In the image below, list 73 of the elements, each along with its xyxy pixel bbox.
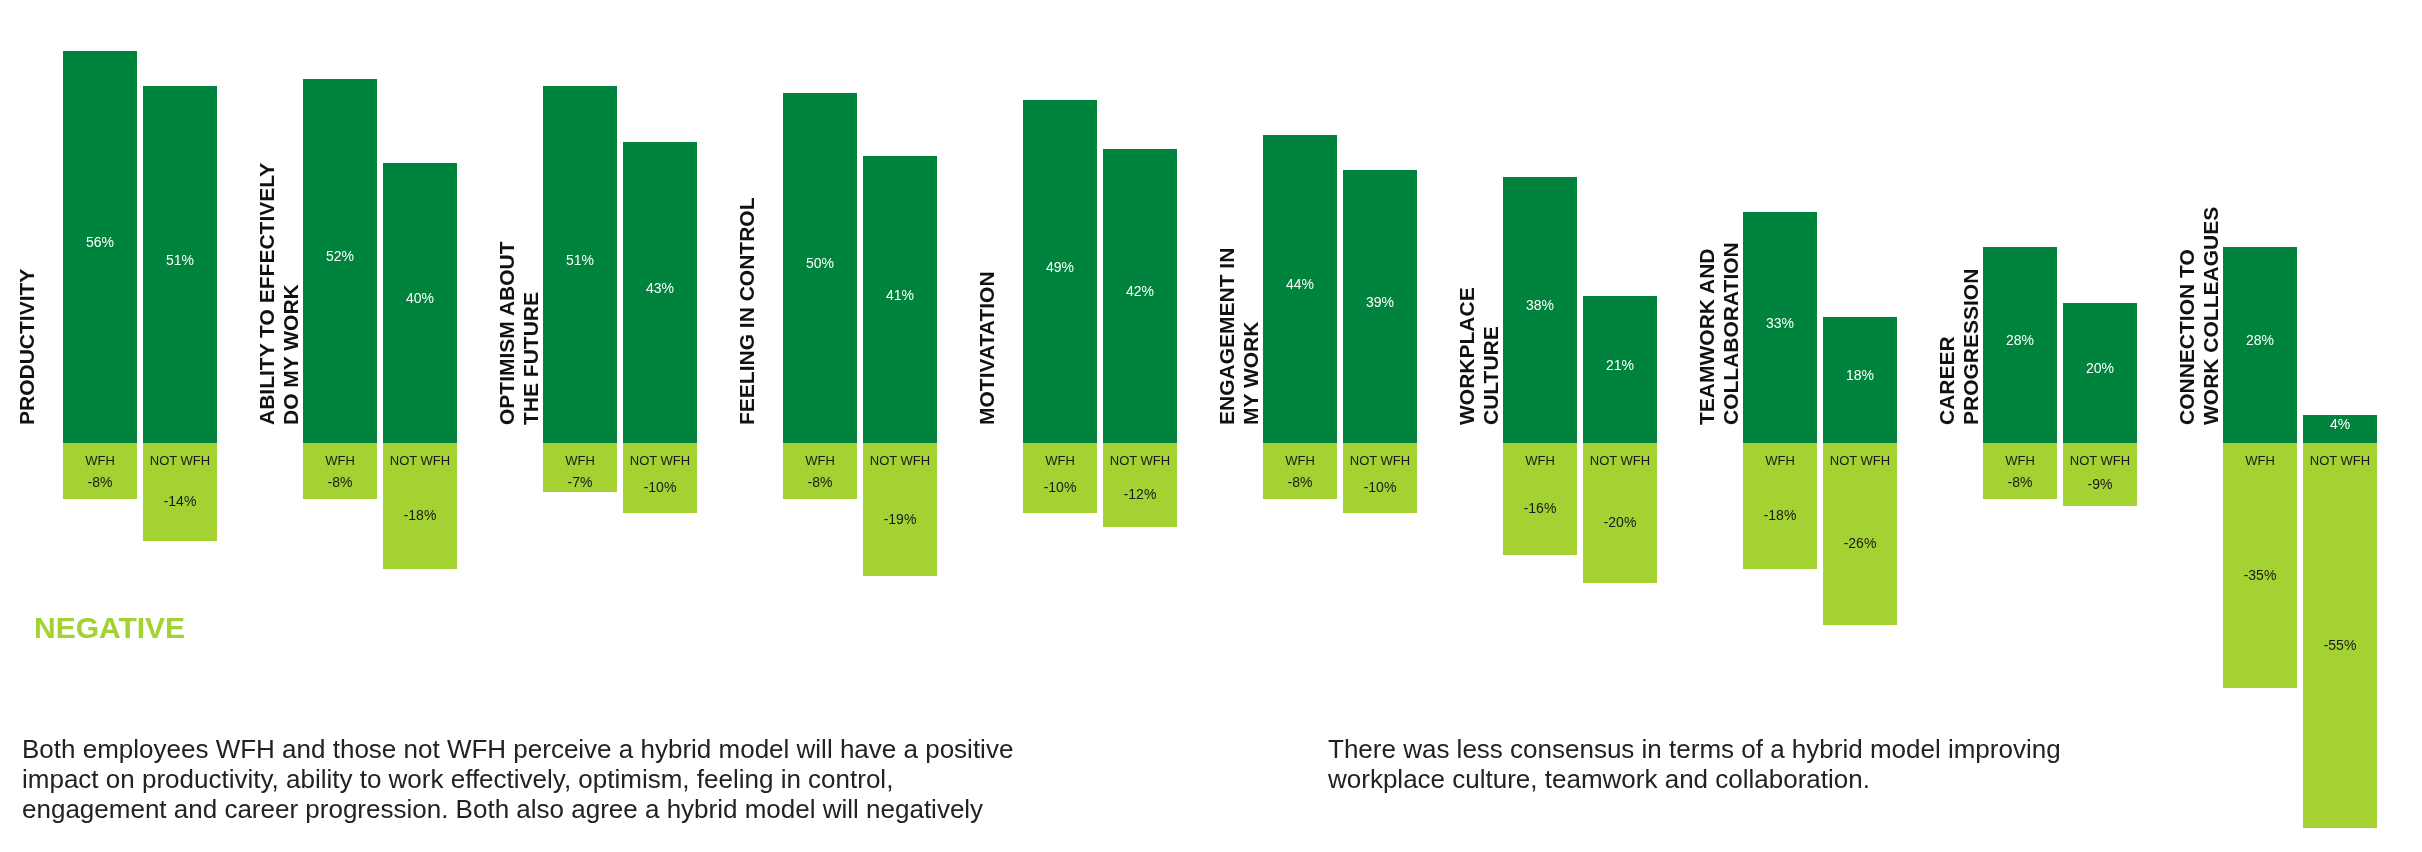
data-label: 50% (805, 255, 835, 271)
annotation: FEELING IN CONTROL (735, 197, 758, 425)
x-tick-label: WFH (2245, 453, 2275, 468)
data-label: 52% (325, 248, 355, 264)
data-label: -10% (1363, 479, 1397, 495)
data-label: -18% (1763, 507, 1797, 523)
annotation: WORKPLACE CULTURE (1455, 287, 1502, 425)
data-label: 42% (1125, 283, 1155, 299)
data-label: -8% (807, 474, 833, 490)
x-tick-label: NOT WFH (2069, 453, 2131, 468)
data-label: 39% (1365, 293, 1395, 310)
annotation: TEAMWORK AND COLLABORATION (1695, 242, 1742, 425)
x-tick-label: WFH (85, 453, 115, 468)
x-tick-label: NOT WFH (1109, 453, 1171, 468)
data-label: 28% (2245, 332, 2275, 348)
data-label: 56% (85, 234, 115, 250)
annotation: CAREER PROGRESSION (1935, 268, 1982, 425)
data-label: -10% (1043, 479, 1077, 495)
x-tick-label: WFH (2005, 453, 2035, 468)
data-label: -8% (327, 474, 353, 490)
annotation: ABILITY TO EFFECTIVELY DO MY WORK (255, 162, 302, 425)
data-label: -55% (2323, 636, 2357, 653)
data-label: -12% (1123, 486, 1157, 502)
x-tick-label: WFH (805, 453, 835, 468)
annotation: There was less consensus in terms of a hybrid model improving workplace culture, teamwork and collaboration. (1327, 734, 2061, 794)
data-label: 4% (2329, 416, 2351, 432)
data-label: -8% (1287, 474, 1313, 490)
data-label: -8% (2007, 474, 2033, 490)
data-label: -35% (2243, 566, 2277, 583)
data-label: 51% (565, 251, 595, 268)
data-label: 38% (1525, 297, 1555, 313)
annotation: MOTIVATATION (975, 271, 998, 425)
x-tick-label: NOT WFH (149, 453, 211, 468)
annotation: OPTIMISM ABOUT THE FUTURE (495, 241, 542, 425)
x-tick-label: NOT WFH (1589, 453, 1651, 468)
data-label: 21% (1605, 356, 1635, 373)
data-label: -9% (2087, 475, 2113, 492)
data-label: -20% (1603, 514, 1637, 530)
x-tick-label: NOT WFH (2309, 453, 2371, 468)
x-tick-label: WFH (565, 453, 595, 468)
data-label: 44% (1285, 276, 1315, 292)
data-label: -16% (1523, 500, 1557, 516)
x-tick-label: NOT WFH (869, 453, 931, 468)
data-label: -7% (567, 474, 593, 490)
annotation: NEGATIVE (34, 611, 186, 644)
x-tick-label: NOT WFH (1829, 453, 1891, 468)
data-label: -14% (163, 493, 197, 509)
data-label: 33% (1765, 314, 1795, 331)
data-label: -8% (87, 474, 113, 490)
x-tick-label: NOT WFH (629, 453, 691, 468)
data-label: -26% (1843, 535, 1877, 551)
x-tick-label: WFH (325, 453, 355, 468)
data-label: 18% (1845, 367, 1875, 383)
x-tick-label: WFH (1765, 453, 1795, 468)
data-label: -19% (883, 510, 917, 527)
x-tick-label: WFH (1045, 453, 1075, 468)
x-tick-label: WFH (1285, 453, 1315, 468)
data-label: 43% (645, 279, 675, 296)
annotation: CONNECTION TO WORK COLLEAGUES (2175, 206, 2222, 425)
x-tick-label: NOT WFH (1349, 453, 1411, 468)
data-label: 49% (1045, 258, 1075, 275)
text: PRODUCTIVITY (15, 268, 38, 425)
data-label: 51% (165, 251, 195, 268)
data-label: -18% (403, 507, 437, 523)
x-tick-label: NOT WFH (389, 453, 451, 468)
annotation: Both employees WFH and those not WFH perceive a hybrid model will have a positive impact on productivity, ability to work effectively, optimism, feeling in control, engagement and career progression. Both also agree a hybrid model will negatively (22, 734, 1014, 824)
data-label: 41% (885, 286, 915, 303)
data-label: 40% (405, 290, 435, 306)
data-label: 20% (2085, 360, 2115, 376)
data-label: -10% (643, 479, 677, 495)
data-label: 28% (2005, 332, 2035, 348)
annotation: ENGAGEMENT IN MY WORK (1215, 247, 1262, 425)
x-tick-label: WFH (1525, 453, 1555, 468)
